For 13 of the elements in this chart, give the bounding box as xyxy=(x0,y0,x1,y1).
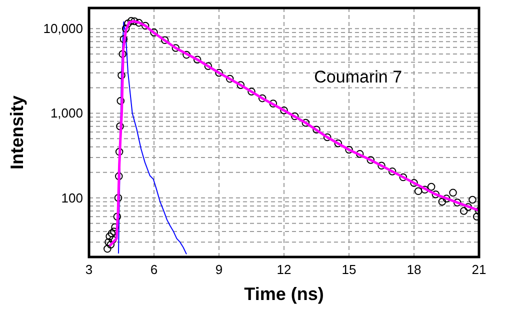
x-axis-title: Time (ns) xyxy=(244,284,324,304)
y-tick-label: 10,000 xyxy=(43,21,83,36)
y-axis-title: Intensity xyxy=(7,95,27,170)
x-tick-label: 6 xyxy=(150,262,158,277)
x-tick-label: 9 xyxy=(215,262,223,277)
x-tick-label: 21 xyxy=(472,262,486,277)
x-tick-label: 18 xyxy=(406,262,422,277)
y-tick-label: 100 xyxy=(61,190,83,206)
x-tick-label: 3 xyxy=(85,262,93,277)
annotation: Coumarin 7 xyxy=(314,68,402,87)
x-tick-label: 12 xyxy=(276,262,292,277)
x-tick-label: 15 xyxy=(342,262,356,277)
y-tick-label: 1,000 xyxy=(50,106,83,121)
